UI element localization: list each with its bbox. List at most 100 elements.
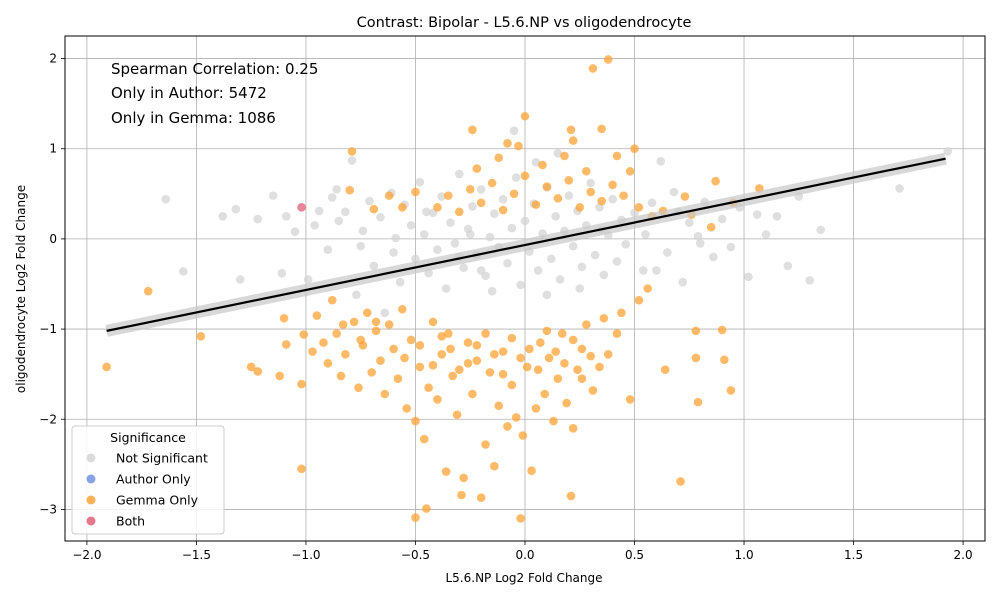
data-point	[454, 207, 464, 217]
data-point	[816, 225, 826, 235]
data-point	[246, 362, 256, 372]
data-point	[647, 198, 657, 208]
x-axis-title: L5.6.NP Log2 Fold Change	[445, 571, 602, 585]
data-point	[498, 369, 508, 379]
data-point	[553, 148, 563, 158]
data-point	[582, 320, 591, 329]
data-point	[520, 216, 530, 226]
data-point	[720, 355, 729, 365]
data-point	[568, 335, 578, 345]
data-point	[520, 171, 530, 181]
data-point	[279, 313, 289, 323]
data-point	[143, 286, 153, 296]
data-point	[597, 124, 606, 134]
data-point	[376, 212, 385, 222]
data-point	[369, 261, 379, 271]
data-point	[494, 401, 504, 411]
data-point	[349, 317, 359, 327]
data-point	[281, 212, 291, 221]
data-point	[652, 266, 661, 275]
data-point	[575, 203, 585, 212]
data-point	[603, 350, 613, 359]
data-point	[630, 144, 639, 154]
data-point	[503, 258, 512, 268]
data-point	[419, 434, 429, 444]
data-point	[367, 368, 376, 377]
data-point	[516, 514, 525, 523]
data-point	[527, 466, 536, 475]
data-point	[544, 353, 554, 363]
legend-label-both: Both	[116, 514, 145, 529]
data-point	[643, 284, 652, 293]
data-point	[268, 191, 278, 200]
legend-box	[71, 425, 225, 535]
data-point	[509, 189, 519, 199]
data-point	[588, 386, 598, 395]
data-point	[603, 55, 613, 64]
data-point	[717, 214, 727, 224]
data-point	[459, 473, 468, 483]
data-point	[943, 147, 953, 156]
data-point	[371, 326, 381, 336]
y-tick-label: −2	[39, 412, 57, 426]
data-point	[341, 350, 350, 359]
data-point	[433, 245, 442, 255]
data-point	[638, 266, 648, 275]
data-point	[465, 230, 475, 239]
data-point	[498, 194, 508, 204]
data-point	[546, 254, 556, 264]
data-point	[446, 344, 455, 354]
x-tick-label: −2.0	[72, 548, 101, 562]
x-tick-label: 2.0	[954, 548, 973, 562]
series-not-significant	[161, 126, 953, 318]
data-point	[487, 286, 497, 296]
data-point	[761, 230, 771, 239]
data-point	[612, 329, 622, 338]
data-point	[437, 331, 447, 341]
data-point	[356, 335, 366, 345]
data-point	[281, 340, 291, 349]
data-point	[656, 157, 666, 166]
data-point	[542, 326, 552, 336]
data-point	[805, 276, 815, 285]
x-tick-label: 1.0	[735, 548, 754, 562]
data-point	[540, 389, 550, 399]
data-point	[695, 239, 705, 248]
chart-title: Contrast: Bipolar - L5.6.NP vs oligodend…	[357, 15, 692, 31]
data-point	[564, 175, 574, 185]
data-point	[498, 205, 508, 215]
data-point	[516, 280, 525, 290]
data-point	[297, 464, 306, 474]
data-point	[380, 308, 390, 318]
data-point	[446, 218, 455, 227]
data-point	[551, 347, 560, 356]
legend: Significance Not Significant Author Only G…	[71, 425, 225, 535]
data-point	[564, 191, 574, 200]
data-point	[463, 338, 473, 347]
data-point	[472, 164, 482, 173]
data-point	[365, 196, 374, 206]
data-point	[481, 440, 490, 449]
data-point	[498, 347, 508, 356]
data-point	[726, 386, 736, 395]
data-point	[415, 177, 425, 187]
data-point	[717, 325, 727, 335]
data-point	[161, 194, 171, 204]
data-point	[566, 491, 576, 501]
data-point	[444, 329, 453, 338]
data-point	[599, 270, 609, 280]
data-point	[476, 185, 486, 194]
data-point	[290, 227, 300, 236]
data-point	[538, 160, 547, 170]
data-point	[384, 191, 394, 200]
data-point	[323, 245, 333, 255]
series-both	[297, 203, 306, 212]
data-point	[503, 422, 512, 431]
data-point	[303, 275, 313, 284]
data-point	[487, 178, 497, 188]
data-point	[595, 362, 604, 372]
data-point	[376, 356, 385, 365]
legend-label-gemma-only: Gemma Only	[116, 493, 199, 508]
data-point	[332, 185, 341, 194]
data-point	[468, 125, 477, 135]
